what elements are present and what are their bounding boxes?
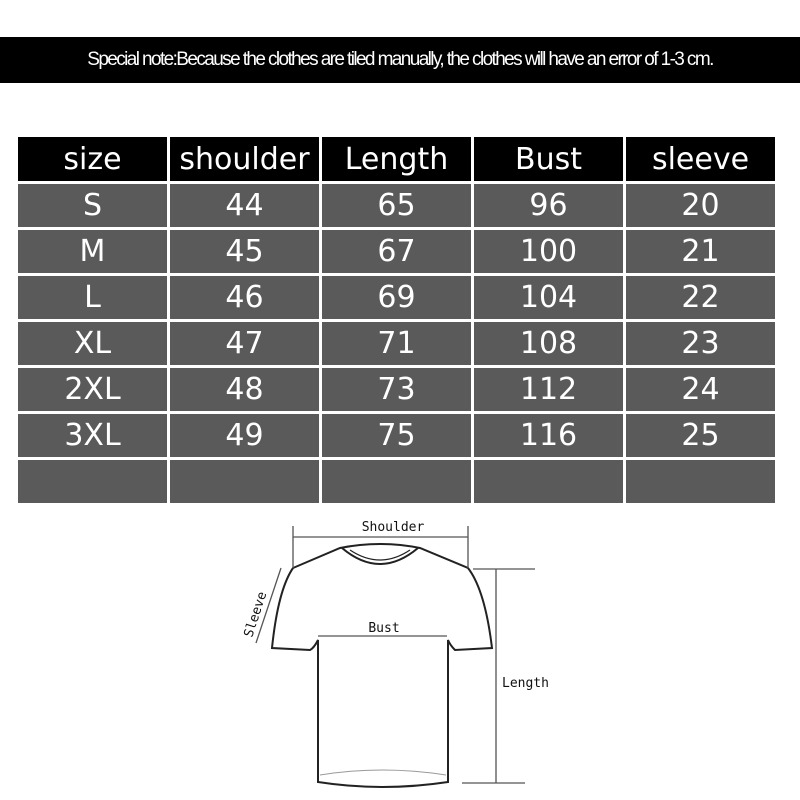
cell-sleeve: 22: [626, 276, 775, 319]
table-row: S 44 65 96 20: [18, 184, 775, 227]
cell-length: 67: [322, 230, 471, 273]
cell-bust: 112: [474, 368, 623, 411]
cell-size: [18, 460, 167, 503]
table-header-row: size shoulder Length Bust sleeve: [18, 137, 775, 181]
cell-bust: 116: [474, 414, 623, 457]
header-size: size: [18, 137, 167, 181]
cell-shoulder: 44: [170, 184, 319, 227]
cell-length: 73: [322, 368, 471, 411]
cell-bust: 108: [474, 322, 623, 365]
tshirt-outline: [270, 543, 494, 788]
cell-size: M: [18, 230, 167, 273]
shoulder-label: Shoulder: [362, 520, 425, 535]
cell-length: 71: [322, 322, 471, 365]
cell-length: 75: [322, 414, 471, 457]
cell-size: 2XL: [18, 368, 167, 411]
cell-size: S: [18, 184, 167, 227]
cell-size: L: [18, 276, 167, 319]
table-row: L 46 69 104 22: [18, 276, 775, 319]
cell-sleeve: 23: [626, 322, 775, 365]
cell-bust: 96: [474, 184, 623, 227]
table-row: M 45 67 100 21: [18, 230, 775, 273]
cell-length: [322, 460, 471, 503]
header-shoulder: shoulder: [170, 137, 319, 181]
cell-bust: 104: [474, 276, 623, 319]
cell-bust: 100: [474, 230, 623, 273]
cell-shoulder: 45: [170, 230, 319, 273]
cell-shoulder: 47: [170, 322, 319, 365]
table-row: [18, 460, 775, 503]
header-length: Length: [322, 137, 471, 181]
table-row: 3XL 49 75 116 25: [18, 414, 775, 457]
cell-shoulder: [170, 460, 319, 503]
bust-label: Bust: [368, 621, 399, 636]
cell-sleeve: 21: [626, 230, 775, 273]
special-note-banner: Special note:Because the clothes are til…: [0, 37, 800, 83]
cell-size: XL: [18, 322, 167, 365]
cell-length: 69: [322, 276, 471, 319]
header-sleeve: sleeve: [626, 137, 775, 181]
measurement-lines: [255, 526, 535, 784]
header-bust: Bust: [474, 137, 623, 181]
cell-size: 3XL: [18, 414, 167, 457]
cell-length: 65: [322, 184, 471, 227]
cell-sleeve: 20: [626, 184, 775, 227]
size-chart-table: size shoulder Length Bust sleeve S 44 65 96…: [15, 134, 778, 506]
cell-sleeve: 24: [626, 368, 775, 411]
cell-shoulder: 49: [170, 414, 319, 457]
cell-shoulder: 46: [170, 276, 319, 319]
cell-sleeve: [626, 460, 775, 503]
cell-shoulder: 48: [170, 368, 319, 411]
cell-bust: [474, 460, 623, 503]
table-row: XL 47 71 108 23: [18, 322, 775, 365]
table-row: 2XL 48 73 112 24: [18, 368, 775, 411]
length-label: Length: [502, 676, 549, 691]
cell-sleeve: 25: [626, 414, 775, 457]
